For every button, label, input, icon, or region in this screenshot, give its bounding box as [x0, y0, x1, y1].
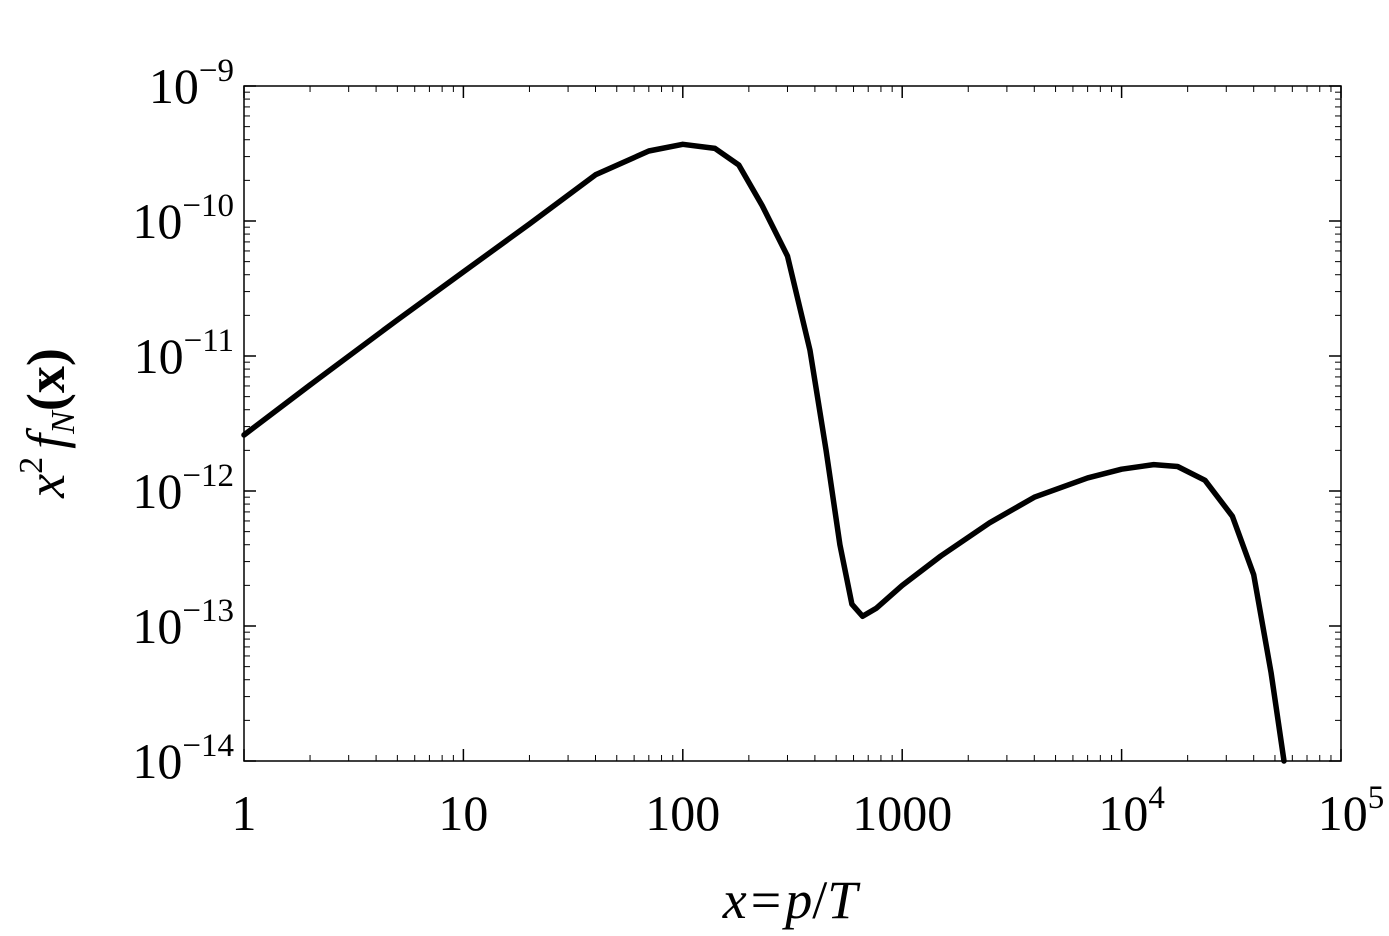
x-tick-label: 1 — [232, 785, 257, 841]
y-tick-label: 10−9 — [149, 53, 234, 114]
x-axis-label-eq: = — [751, 870, 781, 930]
y-tick-label: 10−10 — [132, 188, 234, 249]
y-tick-label: 10−13 — [132, 593, 234, 654]
y-axis-label-base: x — [16, 474, 76, 499]
x-tick-label: 1000 — [852, 785, 952, 841]
x-tick-label: 105 — [1318, 780, 1385, 841]
major-ticks — [243, 85, 1342, 762]
y-tick-labels: 10−14 10−13 10−12 10−11 10−10 10−9 — [132, 53, 234, 789]
x-tick-label: 10 — [438, 785, 488, 841]
y-tick-label: 10−14 — [132, 728, 234, 789]
y-axis-label: x2fN(x) — [13, 348, 82, 499]
series-line — [241, 141, 1287, 764]
plot-frame — [243, 85, 1342, 762]
x-tick-label: 104 — [1098, 780, 1165, 841]
x-tick-label: 100 — [645, 785, 720, 841]
minor-ticks — [244, 86, 1341, 761]
y-axis-label-sub: N — [45, 409, 82, 435]
x-axis-label: x=p/T — [722, 870, 861, 930]
x-axis-label-num: p — [781, 870, 812, 930]
y-axis-label-arg: (x) — [16, 348, 76, 411]
x-tick-labels: 1 10 100 1000 104 105 — [232, 780, 1385, 841]
y-tick-label: 10−12 — [132, 458, 234, 519]
x-axis-label-den: T — [827, 870, 861, 930]
x-axis-label-var: x — [722, 870, 747, 930]
y-tick-label: 10−11 — [134, 323, 234, 384]
x-axis-label-slash: / — [812, 870, 827, 930]
y-axis-label-power: 2 — [13, 457, 50, 474]
